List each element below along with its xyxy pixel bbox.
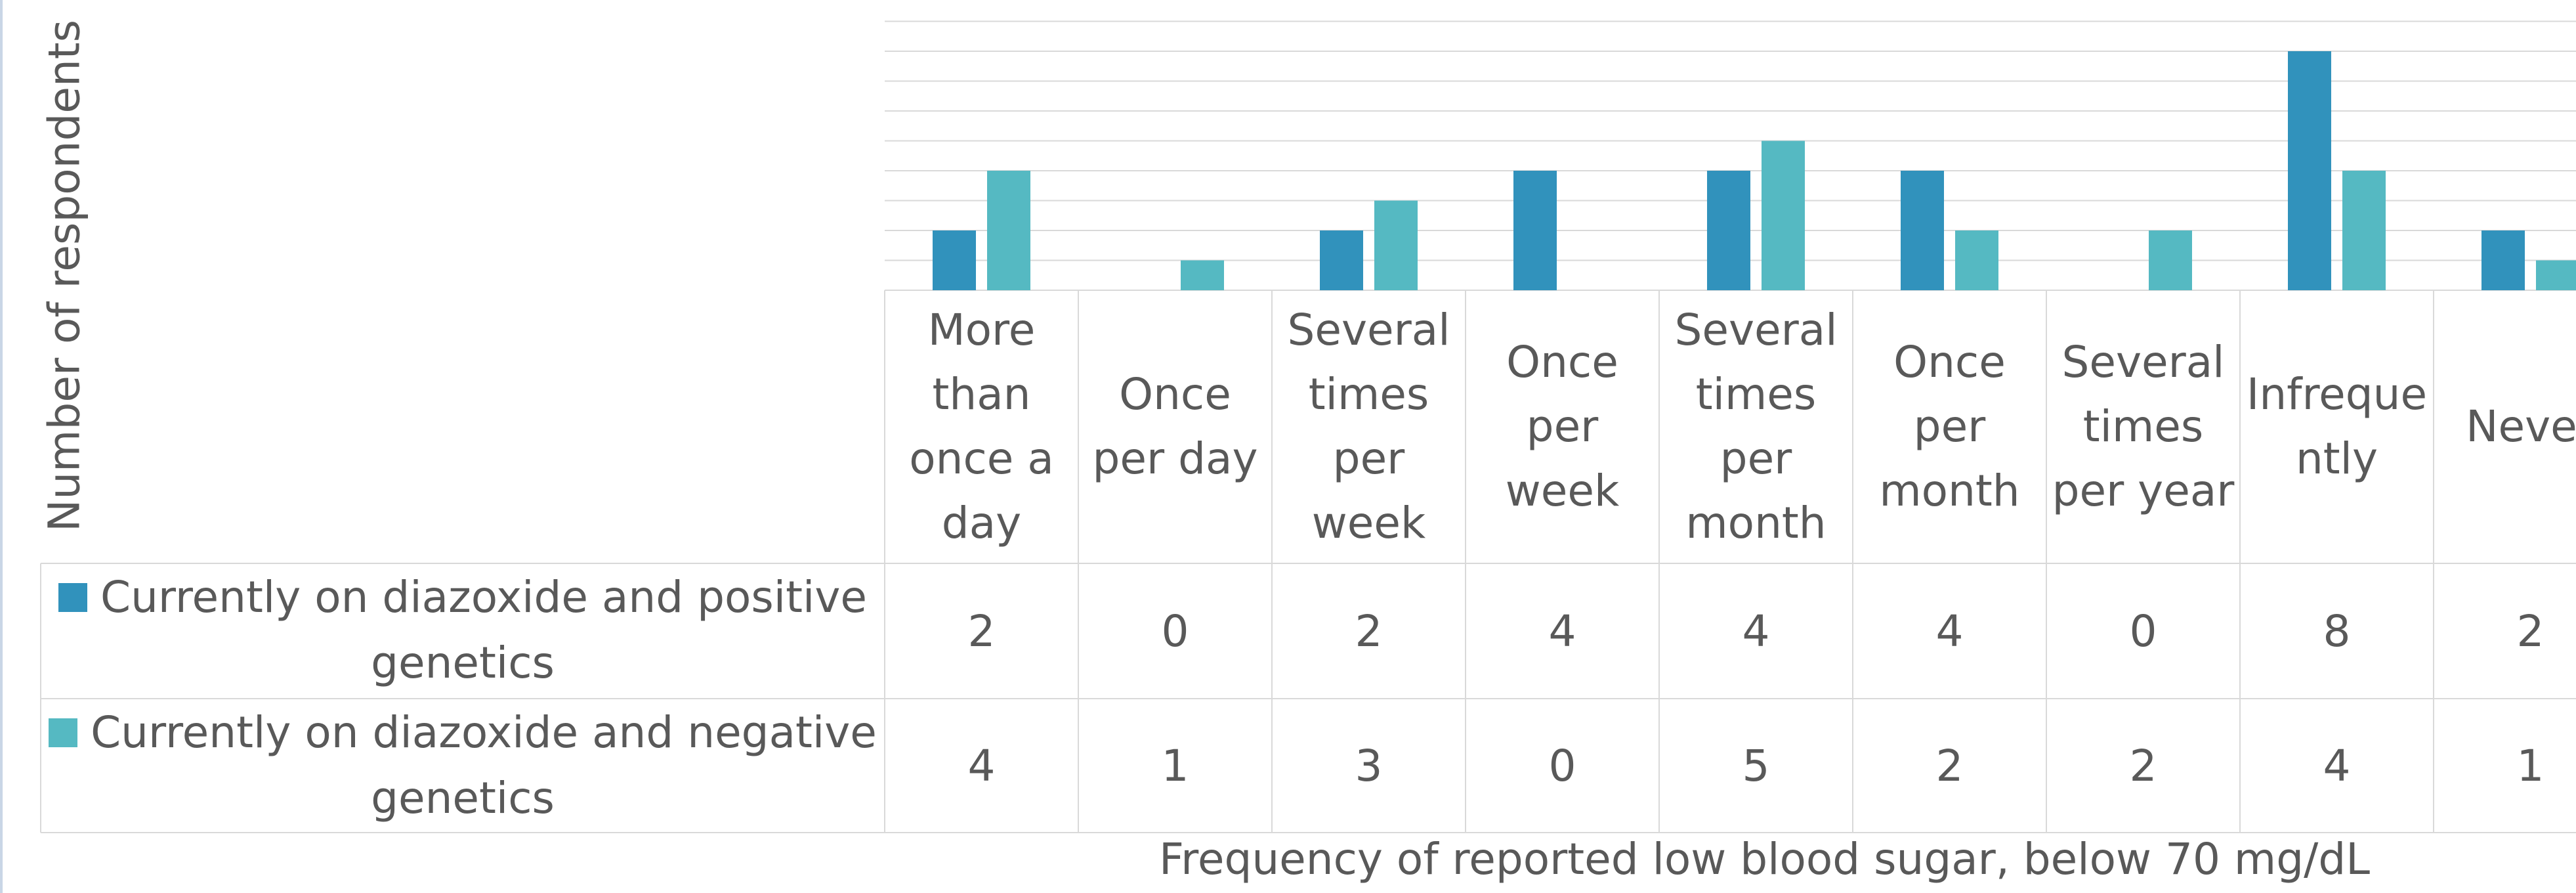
table-value: 0	[1161, 605, 1189, 657]
category-label: Infreque ntly	[2240, 290, 2434, 563]
legend-entry: Currently on diazoxide and negative genet…	[41, 700, 885, 831]
bar	[2481, 230, 2525, 290]
bar	[987, 171, 1030, 290]
category-label: Once per month	[1853, 290, 2046, 563]
table-value: 2	[967, 605, 996, 657]
table-value: 4	[2323, 740, 2351, 791]
category-label-line: times	[2082, 401, 2204, 452]
category-label-line: Once	[1893, 337, 2006, 387]
category-label-line: Infreque	[2246, 369, 2428, 420]
category-label: Several times per week	[1272, 290, 1466, 563]
table-value: 4	[1548, 605, 1576, 657]
legend-label: Currently on diazoxide and negative	[91, 707, 877, 758]
table-value: 2	[2129, 740, 2157, 791]
table-value: 2	[2516, 605, 2544, 657]
category-label-line: More	[927, 305, 1036, 355]
category-label-line: month	[1685, 498, 1826, 548]
category-label-line: per day	[1092, 433, 1258, 484]
category-label: Once per week	[1466, 290, 1659, 563]
category-label: Once per day	[1078, 290, 1272, 563]
category-label-line: week	[1505, 466, 1620, 516]
category-label-line: per year	[2052, 466, 2235, 516]
bar	[1320, 230, 1363, 290]
table-value: 4	[967, 740, 996, 791]
bar	[2342, 171, 2386, 290]
bar	[1762, 141, 1805, 290]
category-label-line: Several	[2061, 337, 2225, 387]
table-value: 2	[1355, 605, 1383, 657]
bar	[2288, 51, 2331, 290]
category-label: Several times per month	[1659, 290, 1853, 563]
category-label-line: Several	[1287, 305, 1450, 355]
category-label: Several times per year	[2046, 290, 2240, 563]
legend-swatch	[49, 718, 78, 747]
table-value: 1	[1161, 740, 1189, 791]
category-label-line: per	[1720, 433, 1792, 484]
table-value: 8	[2323, 605, 2351, 657]
bar	[1374, 200, 1418, 290]
table-value: 0	[2129, 605, 2157, 657]
category-label-line: times	[1695, 369, 1817, 420]
legend-entry: Currently on diazoxide and positive genet…	[41, 565, 885, 696]
legend-swatch	[58, 583, 87, 612]
category-label-line: month	[1879, 466, 2020, 516]
x-axis-label: Frequency of reported low blood sugar, b…	[1159, 834, 2371, 884]
category-label-line: times	[1308, 369, 1429, 420]
bar	[1955, 230, 1998, 290]
category-label-line: Several	[1674, 305, 1838, 355]
category-label: Never	[2434, 290, 2576, 563]
table-value: 1	[2516, 740, 2544, 791]
table-value: 4	[1742, 605, 1770, 657]
category-label-line: week	[1311, 498, 1426, 548]
table-value: 4	[1935, 605, 1964, 657]
category-label-line: per	[1332, 433, 1405, 484]
category-label-line: than	[932, 369, 1031, 420]
bar	[933, 230, 976, 290]
table-value: 5	[1742, 740, 1770, 791]
bar	[2149, 230, 2192, 290]
bar	[1707, 171, 1750, 290]
category-label-line: per	[1913, 401, 1986, 452]
table-value: 0	[1548, 740, 1576, 791]
category-label-line: once a	[909, 433, 1054, 484]
category-label-line: Once	[1119, 369, 1231, 420]
category-label-line: per	[1526, 401, 1599, 452]
bar	[1181, 260, 1224, 290]
category-label-line: Never	[2466, 401, 2576, 452]
bar	[1513, 171, 1557, 290]
category-label: More than once a day	[885, 290, 1078, 563]
category-label-line: Once	[1506, 337, 1618, 387]
legend-label: Currently on diazoxide and positive	[100, 572, 868, 622]
legend-label: genetics	[371, 773, 555, 823]
bar	[1901, 171, 1944, 290]
window-edge	[0, 0, 3, 893]
category-label-line: day	[941, 498, 1022, 548]
legend-label: genetics	[371, 638, 555, 688]
bar	[2536, 260, 2576, 290]
table-value: 2	[1935, 740, 1964, 791]
category-label-line: ntly	[2295, 433, 2378, 484]
table-value: 3	[1355, 740, 1383, 791]
